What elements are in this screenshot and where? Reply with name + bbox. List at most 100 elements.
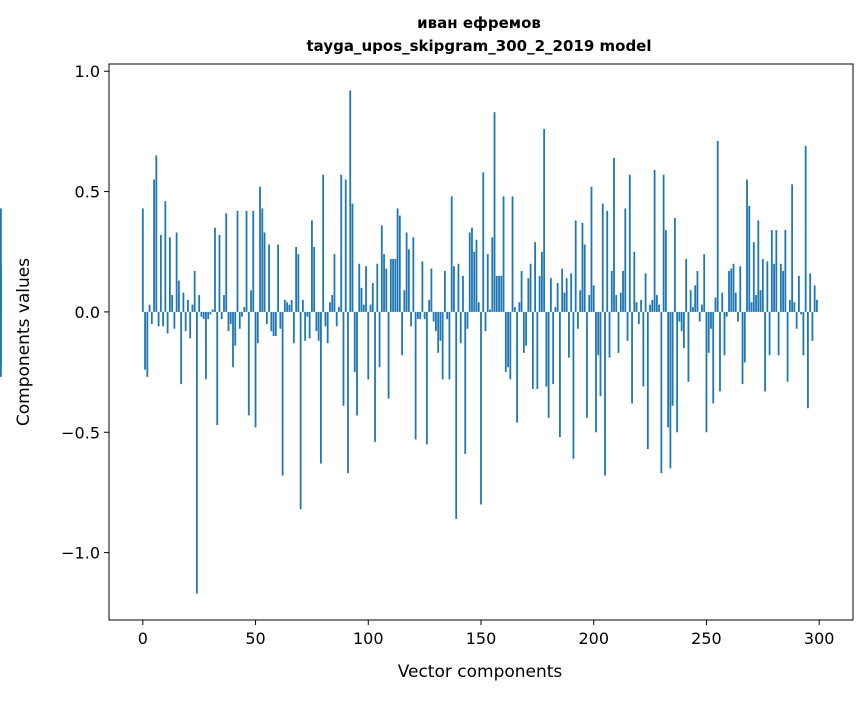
- bar: [220, 311, 223, 320]
- bar: [344, 179, 347, 312]
- x-axis-label: Vector components: [398, 662, 563, 682]
- bar: [306, 311, 309, 317]
- bar: [649, 304, 651, 312]
- bar: [662, 174, 665, 312]
- bar: [191, 304, 194, 312]
- bar: [146, 311, 149, 377]
- bar: [421, 261, 424, 312]
- bar: [728, 271, 730, 312]
- bar: [739, 266, 742, 312]
- bar: [563, 292, 566, 312]
- x-tick-label: 200: [578, 629, 609, 648]
- bar: [613, 157, 615, 312]
- bar: [601, 203, 604, 312]
- bar: [511, 196, 514, 312]
- bar: [504, 311, 507, 373]
- bar: [225, 213, 228, 312]
- bar: [536, 311, 539, 389]
- bar: [428, 299, 431, 312]
- bar: [493, 112, 496, 312]
- bar: [0, 208, 2, 312]
- bar: [622, 271, 624, 312]
- bar: [281, 311, 284, 476]
- y-tick-label: −1.0: [61, 544, 100, 563]
- bar: [793, 302, 796, 312]
- bar: [360, 287, 363, 312]
- bar: [444, 271, 446, 312]
- bar: [714, 297, 717, 312]
- bar: [473, 251, 476, 312]
- bar: [683, 311, 685, 349]
- bar: [389, 258, 392, 312]
- bar: [435, 311, 437, 332]
- bar: [809, 273, 812, 312]
- bar: [637, 311, 640, 324]
- bar: [311, 220, 313, 312]
- bar: [543, 128, 546, 312]
- bar: [256, 311, 259, 344]
- bar: [342, 311, 345, 406]
- bar: [423, 311, 426, 320]
- bar: [813, 285, 816, 312]
- bar: [365, 266, 367, 312]
- bar: [274, 311, 277, 336]
- bar: [572, 311, 575, 459]
- bar: [480, 311, 482, 505]
- bar: [211, 309, 214, 312]
- bar: [737, 311, 739, 322]
- bar: [182, 292, 185, 312]
- bar: [383, 254, 385, 312]
- bar: [606, 210, 609, 312]
- x-tick-label: 100: [353, 629, 384, 648]
- bar: [518, 302, 521, 312]
- x-tick-label: 300: [804, 629, 835, 648]
- bar: [371, 283, 374, 312]
- bar: [308, 311, 311, 339]
- bar: [635, 302, 638, 312]
- bar: [545, 311, 548, 387]
- y-tick-label: 0.0: [75, 303, 100, 322]
- bar: [457, 263, 460, 312]
- bar: [261, 208, 264, 312]
- bar: [252, 210, 255, 312]
- bar: [556, 283, 559, 312]
- bar: [664, 230, 667, 312]
- y-axis-label: Components values: [14, 258, 34, 426]
- bar: [552, 311, 555, 385]
- bar: [743, 311, 746, 363]
- bar: [655, 295, 658, 312]
- bar: [414, 311, 417, 440]
- bar: [730, 268, 733, 312]
- bar: [401, 311, 403, 356]
- bar: [464, 311, 467, 454]
- bar: [189, 311, 192, 339]
- bar: [353, 311, 356, 373]
- bar: [513, 307, 516, 312]
- bar: [651, 299, 654, 312]
- bar: [667, 311, 670, 428]
- bar: [617, 311, 620, 353]
- bar: [209, 311, 212, 315]
- bar: [592, 285, 595, 312]
- bar: [207, 311, 210, 320]
- y-tick-label: 1.0: [75, 62, 100, 81]
- bar: [432, 311, 435, 322]
- bar: [322, 174, 325, 312]
- bar: [721, 292, 724, 312]
- bar: [466, 311, 469, 329]
- bar: [588, 295, 591, 312]
- bar: [144, 311, 146, 370]
- bar: [320, 311, 322, 464]
- bar: [173, 311, 176, 329]
- bar: [777, 311, 780, 356]
- bar: [277, 244, 279, 312]
- bar: [403, 290, 406, 312]
- bar: [407, 249, 410, 312]
- bar: [734, 292, 737, 312]
- bar: [577, 311, 579, 329]
- bar: [477, 302, 480, 312]
- bar: [531, 311, 534, 389]
- bar: [263, 232, 266, 312]
- bar: [784, 230, 787, 312]
- bar: [547, 311, 550, 418]
